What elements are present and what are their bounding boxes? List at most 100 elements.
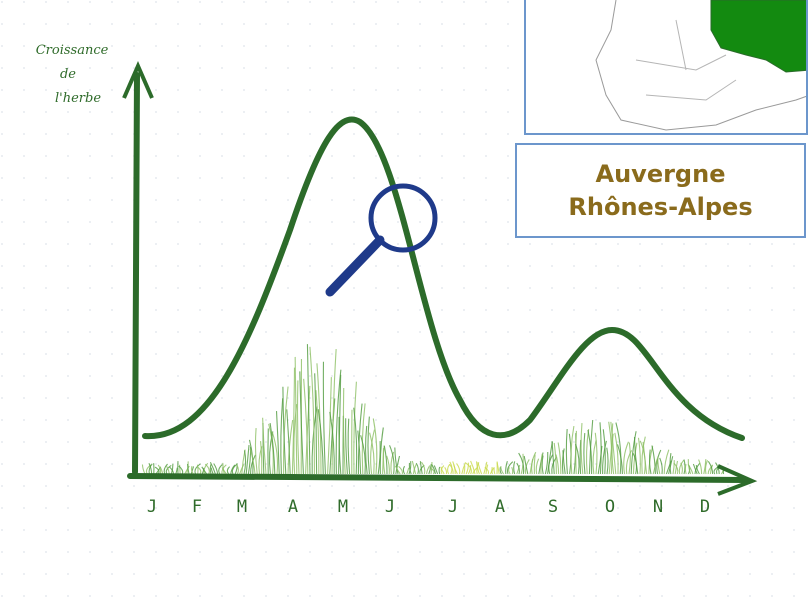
grass-blade [426,465,431,475]
grass-blade [429,467,435,475]
grass-blade [511,466,514,475]
region-map [524,0,808,135]
grass-blade [210,467,214,475]
grass-blade [606,447,609,475]
grass-blade [280,398,284,475]
grass-blade [657,456,661,475]
growth-curve [142,116,745,441]
grass-blade [500,466,505,475]
grass-blade [360,435,366,475]
grass-blade [260,441,263,475]
grass-blade [444,467,448,475]
grass-blade [692,463,698,475]
grass-blade [315,390,320,475]
month-label: A [495,497,505,517]
grass-blade [447,463,451,475]
grass-blade [440,466,445,475]
grass-blade [641,436,646,475]
grass-blade [194,463,201,475]
grass-blade [402,465,406,475]
grass-blade [305,385,311,475]
grass-blade [322,361,326,475]
grass-blade [684,463,687,475]
grass-blade [540,453,543,475]
grass-blade [551,441,555,475]
grass-blade [648,449,652,475]
grass-blade [218,464,223,475]
grass-blade [309,346,315,475]
grass-blade [415,462,419,475]
grass-blade [668,456,674,475]
grass-blade [197,466,202,475]
grass-blade [271,432,279,475]
grass-blade [630,431,637,475]
grass-blade [431,464,436,475]
month-label: J [448,497,458,517]
grass-blade [275,411,280,475]
grass-blade [357,403,363,475]
grass-blade [190,465,194,475]
grass-blade [518,452,525,475]
grass-blade [632,442,638,475]
month-label: J [147,497,157,517]
grass-blade [299,371,304,475]
grass-blade [637,437,641,475]
grass-blade [628,442,631,475]
highlighted-region [710,0,806,73]
grass-blade [615,422,622,475]
x-arrow [717,464,758,496]
grass-blade [204,463,210,475]
grass-blade [353,407,358,475]
grass-blade [516,462,520,475]
grass-blade [669,453,672,475]
grass-blade [548,454,554,475]
grass-blade [234,463,238,475]
grass-blade [365,425,368,475]
grass-blade [411,460,417,475]
grass-blade [372,418,378,475]
grass-blade [408,462,412,475]
grass-blade [338,416,342,475]
grass-blade [203,462,209,475]
grass-blade [535,458,540,475]
grass-blade [623,441,629,475]
grass-blade [262,417,267,475]
grass-blade [221,467,227,475]
grass-blade [614,432,619,475]
grass-blade [163,463,168,475]
grass-blade [408,461,412,475]
y-axis [132,72,140,475]
grass-blade [508,467,511,475]
magnifier-lens [368,183,438,253]
grass-blade [361,403,366,475]
x-axis [127,473,748,483]
grass-blade [477,462,483,475]
grass-blade [633,436,639,475]
grass-blade [475,461,480,475]
grass-blade [243,450,247,475]
grass-blade [406,467,410,475]
map-border [635,19,737,101]
grass-blade [707,461,714,475]
grass-blade [484,466,490,475]
grass-blade [314,373,318,475]
month-label: J [385,497,395,517]
month-label: O [605,497,615,517]
grass-blade [513,461,516,475]
grass-blade [597,445,603,475]
grass-blade [694,462,701,475]
grass-blade [345,418,348,475]
grass-blade [555,454,560,475]
axis-label-line: Croissance [36,43,109,58]
grass-blade [610,421,617,475]
grass-blade [704,460,709,475]
grass-blade [651,445,656,475]
axis-label-line: l'herbe [55,91,101,106]
grass-blade [562,450,566,475]
grass-blade [335,369,342,475]
grass-blade [395,455,401,475]
magnifier-handle [325,235,385,297]
grass-blade [430,461,433,475]
